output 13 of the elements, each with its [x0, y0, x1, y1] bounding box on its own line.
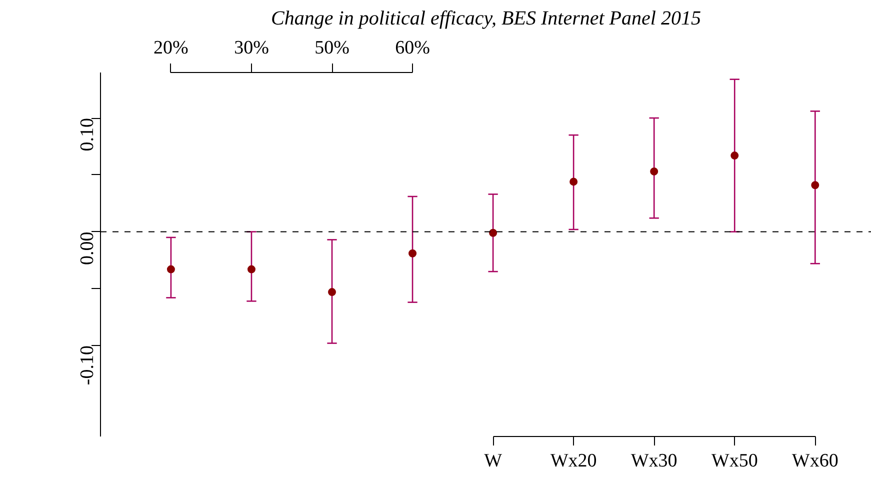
text: 30% — [234, 38, 270, 58]
text: 60% — [395, 38, 430, 58]
chart-title: Change in political efficacy, BES Internet Panel 2015 — [271, 8, 701, 30]
text: 50% — [314, 38, 350, 58]
y-tick-label: 0.00 — [77, 232, 98, 265]
x-tick-label: Wx60 — [792, 450, 838, 472]
x-tick-label: W — [484, 450, 502, 472]
x-tick-label: Wx20 — [550, 450, 597, 472]
x-tick-label: Wx30 — [630, 450, 678, 472]
text: 20% — [154, 38, 189, 58]
x-tick-label: Wx50 — [711, 450, 758, 472]
y-tick-label: 0.10 — [77, 118, 98, 152]
y-tick-label: -0.10 — [77, 346, 98, 386]
